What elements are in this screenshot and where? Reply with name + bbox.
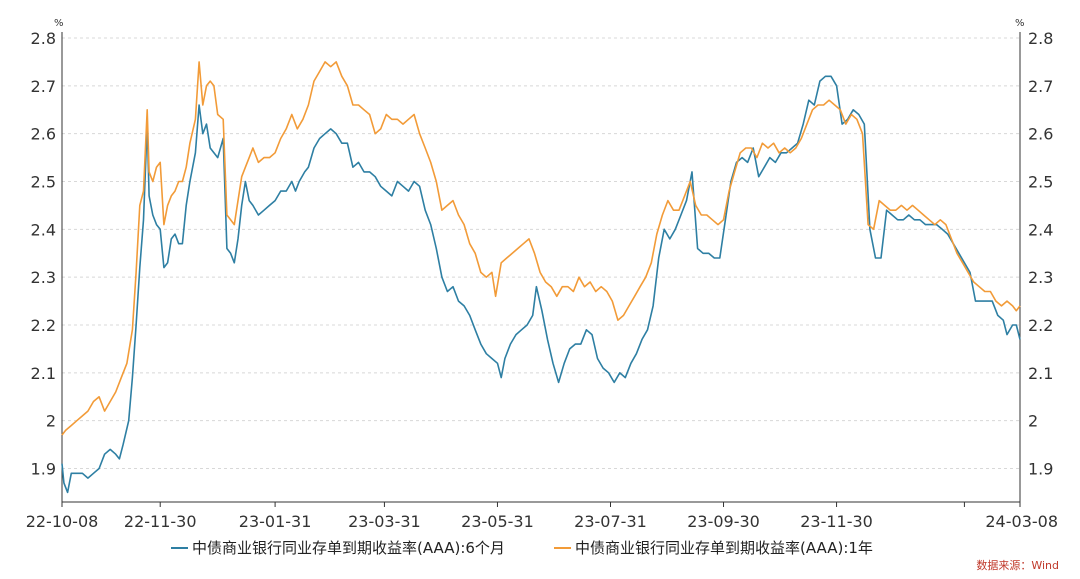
y-tick-label-left: 2.4	[31, 220, 56, 239]
x-tick-label: 23-01-31	[239, 512, 312, 530]
y-tick-label-left: 2.2	[31, 316, 56, 335]
y-tick-label-left: 2.1	[31, 364, 56, 383]
legend-item-6m: 中债商业银行同业存单到期收益率(AAA):6个月	[171, 537, 505, 558]
y-tick-label-left: 2	[46, 412, 56, 431]
y-tick-label-left: 2.8	[31, 29, 56, 48]
y-tick-label-right: 2.2	[1028, 316, 1053, 335]
y-tick-label-left: 2.5	[31, 173, 56, 192]
axes: 1.9 1.9 2 2 2.1 2.1 2.2 2.2 2.3 2.3 2.4 2.4 2.5 2.5 2.…	[26, 18, 1058, 531]
y-tick-label-right: 2	[1028, 412, 1038, 431]
legend-swatch-1y	[554, 546, 571, 549]
x-tick-label: 23-09-30	[687, 512, 760, 530]
y-tick-label-right: 1.9	[1028, 460, 1053, 479]
legend-swatch-6m	[171, 546, 188, 549]
series-line-6m	[61, 75, 1021, 494]
y-tick-label-right: 2.4	[1028, 220, 1053, 239]
y-tick-label-left: 2.7	[31, 77, 56, 96]
y-tick-label-right: 2.3	[1028, 268, 1053, 287]
y-tick-label-right: 2.7	[1028, 77, 1053, 96]
series-line-1y	[61, 61, 1021, 436]
y-tick-label-left: 2.6	[31, 125, 56, 144]
grid-lines	[62, 37, 1020, 470]
legend-label-1y: 中债商业银行同业存单到期收益率(AAA):1年	[575, 539, 873, 557]
legend: 中债商业银行同业存单到期收益率(AAA):6个月 中债商业银行同业存单到期收益率…	[0, 537, 1080, 559]
series-lines	[61, 61, 1021, 494]
y-tick-label-right: 2.5	[1028, 173, 1053, 192]
x-tick-label: 23-03-31	[348, 512, 421, 530]
x-tick-label: 23-05-31	[461, 512, 534, 530]
y-axis-unit-left: %	[54, 18, 64, 29]
legend-label-6m: 中债商业银行同业存单到期收益率(AAA):6个月	[192, 539, 505, 557]
x-tick-label: 23-11-30	[800, 512, 873, 530]
y-axis-unit-right: %	[1015, 18, 1025, 29]
y-tick-label-left: 1.9	[31, 460, 56, 479]
y-tick-label-right: 2.6	[1028, 125, 1053, 144]
y-tick-label-right: 2.8	[1028, 29, 1053, 48]
x-tick-label: 22-11-30	[124, 512, 197, 530]
y-tick-label-right: 2.1	[1028, 364, 1053, 383]
x-tick-label: 23-07-31	[574, 512, 647, 530]
x-tick-label: 22-10-08	[26, 512, 99, 530]
line-chart: 1.9 1.9 2 2 2.1 2.1 2.2 2.2 2.3 2.3 2.4 2.4 2.5 2.5 2.…	[26, 18, 1058, 531]
y-tick-label-left: 2.3	[31, 268, 56, 287]
legend-item-1y: 中债商业银行同业存单到期收益率(AAA):1年	[554, 537, 873, 558]
x-tick-label: 24-03-08	[985, 512, 1058, 530]
source-note: 数据来源：Wind	[976, 559, 1059, 572]
